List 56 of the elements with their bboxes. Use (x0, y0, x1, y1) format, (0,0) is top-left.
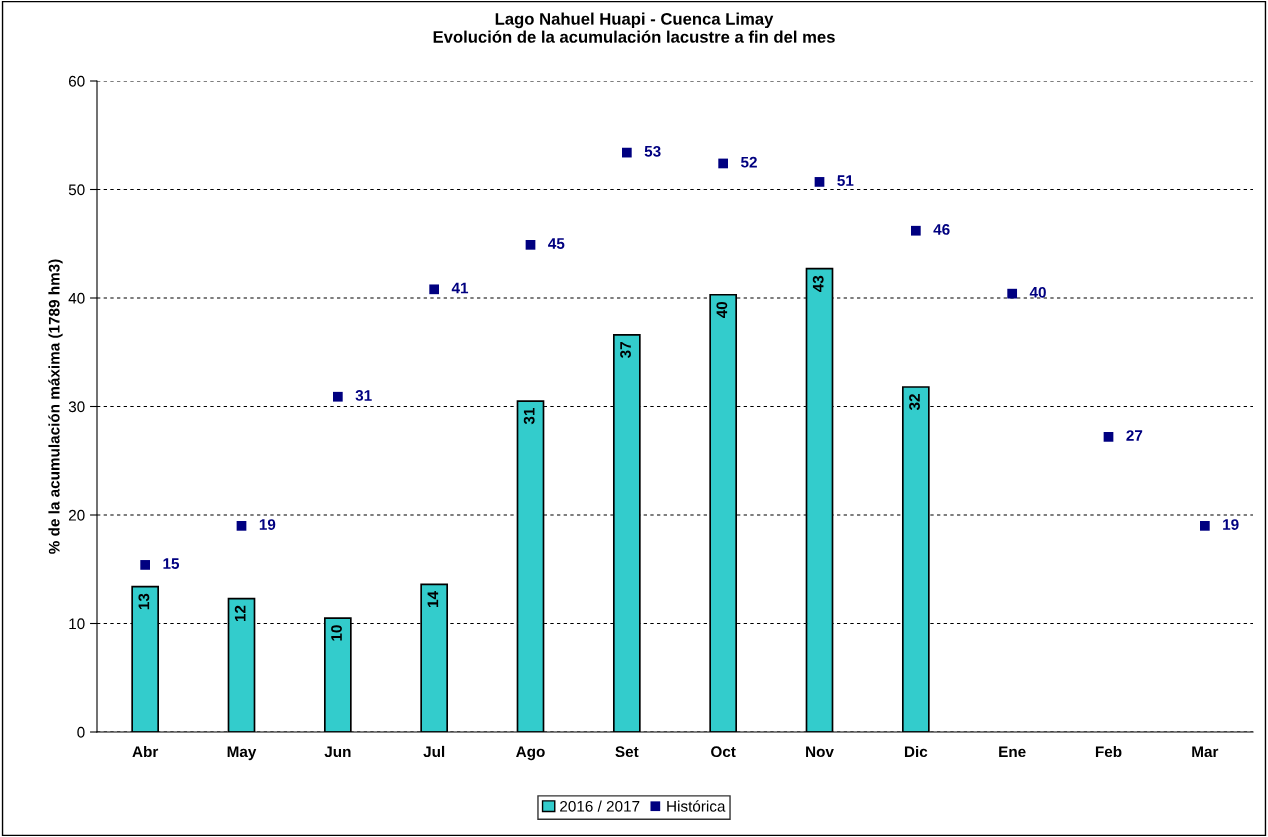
data-label: 45 (548, 238, 565, 249)
data-label: 27 (1126, 430, 1143, 441)
data-label: 46 (933, 224, 950, 235)
data-label: 31 (355, 390, 372, 401)
data-label: 19 (1223, 519, 1239, 530)
point (718, 158, 729, 169)
point (525, 239, 536, 250)
y-tick-label: 0 (77, 726, 85, 738)
x-tick-label: Ago (516, 746, 545, 761)
x-tick-label: Jun (324, 746, 351, 758)
point (1007, 288, 1018, 299)
y-tick-label: 10 (69, 618, 85, 630)
y-axis-title: % de la acumulación máxima (1789 hm3) (48, 259, 63, 554)
chart-title: Lago Nahuel Huapi - Cuenca Limay Evolución de la acumulación lacustre a fin del mes (433, 12, 835, 43)
data-label: 13 (138, 593, 150, 610)
x-tick-label: Set (615, 746, 639, 758)
data-label: 19 (259, 519, 276, 530)
y-tick-label: 50 (68, 184, 85, 196)
data-label: 43 (812, 275, 824, 292)
point (910, 225, 921, 236)
point (1199, 520, 1210, 531)
x-tick-label: Ene (999, 746, 1026, 758)
x-tick-label: Abr (132, 745, 159, 758)
point (429, 284, 440, 295)
data-label: 12 (234, 605, 246, 622)
x-tick-label: Dic (904, 745, 928, 758)
legend-label: Histórica (667, 800, 726, 812)
x-tick-label: Nov (806, 746, 834, 758)
x-tick-label: Feb (1095, 745, 1122, 758)
data-label: 51 (837, 175, 854, 187)
data-label: 40 (1029, 286, 1046, 298)
y-tick-label: 30 (68, 401, 85, 413)
data-label: 40 (716, 301, 728, 319)
x-tick-label: Mar (1192, 746, 1219, 758)
y-tick-label: 40 (68, 292, 85, 304)
data-label: 53 (644, 145, 661, 157)
point (621, 147, 632, 158)
data-label: 52 (740, 156, 757, 168)
y-tick-label: 20 (68, 509, 85, 521)
data-label: 15 (163, 558, 180, 570)
x-tick-label: Jul (423, 745, 445, 758)
x-tick-label: Oct (711, 746, 736, 758)
legend-label: 2016 / 2017 (560, 800, 640, 812)
data-label: 10 (331, 625, 342, 641)
x-tick-label: May (227, 746, 257, 761)
data-label: 41 (451, 282, 469, 294)
data-label: 37 (620, 342, 631, 359)
point (814, 177, 825, 187)
point (1103, 432, 1114, 442)
y-tick-label: 60 (68, 75, 85, 87)
point (332, 391, 343, 402)
data-label: 14 (427, 591, 439, 607)
data-label: 32 (909, 394, 920, 411)
point (236, 520, 247, 531)
point (140, 560, 151, 570)
data-label: 31 (523, 408, 535, 425)
